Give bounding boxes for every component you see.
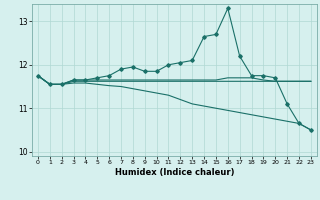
X-axis label: Humidex (Indice chaleur): Humidex (Indice chaleur) [115, 168, 234, 177]
